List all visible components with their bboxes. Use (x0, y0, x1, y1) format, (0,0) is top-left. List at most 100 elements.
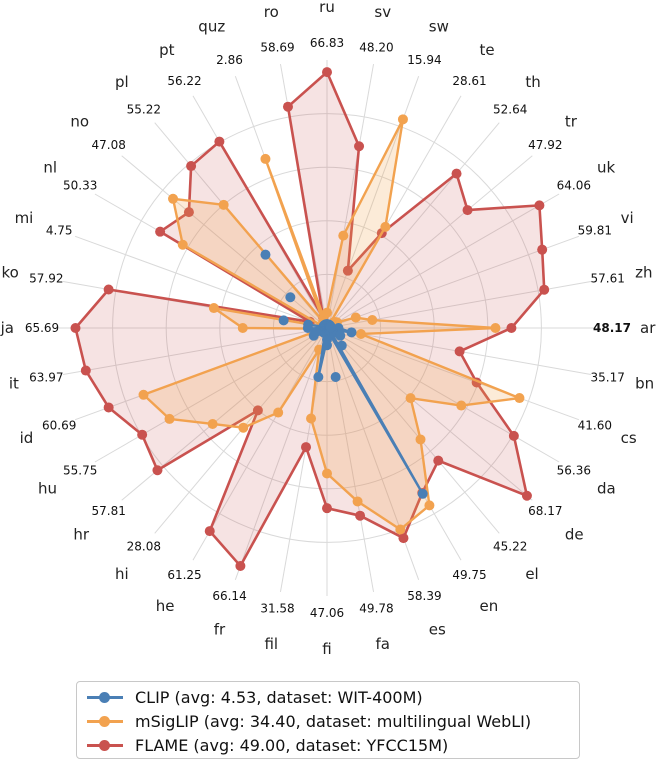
point-flame-uk (534, 200, 545, 211)
axis-label-ro: ro (264, 3, 279, 21)
point-flame-id (103, 402, 114, 413)
point-msiglip-no (168, 193, 179, 204)
value-label-te: 28.61 (452, 74, 486, 88)
point-msiglip-nl (177, 239, 188, 250)
point-flame-hi (252, 405, 263, 416)
point-flame-it (80, 365, 91, 376)
spoke-vi (326, 235, 580, 329)
point-msiglip-bn (355, 328, 366, 339)
point-msiglip-id (138, 389, 149, 400)
spoke-he (192, 327, 328, 561)
point-msiglip-te (380, 221, 391, 232)
value-label-no: 47.08 (91, 138, 125, 152)
axis-label-el: el (525, 565, 538, 583)
axis-label-no: no (70, 113, 89, 131)
point-msiglip-he (273, 407, 284, 418)
axis-label-fil: fil (264, 635, 278, 653)
axis-label-it: it (9, 375, 19, 393)
axis-label-da: da (597, 480, 616, 498)
value-label-da: 56.36 (557, 464, 591, 478)
axis-label-ko: ko (2, 263, 19, 281)
value-label-fil: 31.58 (260, 602, 294, 616)
axis-label-vi: vi (621, 209, 634, 227)
point-msiglip-da (456, 400, 467, 411)
axis-label-ar: ar (640, 319, 656, 337)
value-label-fi: 47.06 (310, 606, 344, 620)
value-label-th: 52.64 (493, 103, 527, 117)
axis-label-bn: bn (635, 375, 654, 393)
legend-swatch-clip (87, 690, 123, 704)
value-label-he: 61.25 (167, 568, 201, 582)
axis-label-mi: mi (15, 209, 34, 227)
spoke-th (326, 122, 500, 329)
axis-label-cs: cs (621, 429, 637, 447)
value-label-ru: 66.83 (310, 36, 344, 50)
point-clip-bn (346, 327, 357, 338)
point-clip-en (417, 488, 428, 499)
point-clip-zh (325, 322, 336, 333)
point-flame-fi (322, 503, 332, 514)
axis-label-uk: uk (597, 159, 616, 177)
value-label-bn: 35.17 (590, 370, 624, 384)
point-msiglip-el (415, 434, 426, 445)
legend-item-clip: CLIP (avg: 4.53, dataset: WIT-400M) (87, 685, 569, 709)
value-label-ja: 65.69 (25, 321, 59, 335)
value-label-cs: 41.60 (578, 418, 612, 432)
point-flame-fil (301, 442, 312, 453)
point-flame-ru (322, 67, 332, 78)
spoke-it (62, 327, 328, 376)
point-flame-he (204, 526, 215, 537)
point-clip-extra-3 (285, 292, 296, 303)
axis-label-sv: sv (374, 3, 391, 21)
spoke-de (326, 327, 533, 501)
legend-swatch-flame (87, 738, 123, 752)
legend-item-flame: FLAME (avg: 49.00, dataset: YFCC15M) (87, 733, 569, 757)
value-label-quz: 2.86 (216, 53, 243, 67)
point-flame-hu (137, 429, 148, 440)
value-label-vi: 59.81 (578, 224, 612, 238)
spoke-sv (326, 63, 375, 329)
value-label-sv: 48.20 (359, 40, 393, 54)
point-msiglip-ja (237, 323, 248, 333)
value-label-fa: 49.78 (359, 602, 393, 616)
legend-swatch-msiglip (87, 714, 123, 728)
point-msiglip-vi (350, 312, 361, 323)
point-flame-fa (355, 510, 366, 521)
axis-label-fa: fa (375, 635, 389, 653)
spoke-fa (326, 327, 375, 593)
point-flame-zh (539, 284, 550, 295)
axis-label-pl: pl (115, 73, 129, 91)
point-msiglip-hi (238, 422, 249, 433)
value-label-ko: 57.92 (29, 272, 63, 286)
axis-label-id: id (20, 429, 34, 447)
point-msiglip-fil (306, 413, 317, 424)
value-label-ro: 58.69 (260, 40, 294, 54)
point-flame-sw (342, 265, 353, 276)
axis-label-fr: fr (214, 621, 226, 639)
legend-label-clip: CLIP (avg: 4.53, dataset: WIT-400M) (135, 687, 423, 707)
axis-label-de: de (565, 525, 584, 543)
axis-label-tr: tr (565, 113, 578, 131)
point-flame-sv (354, 141, 365, 152)
spoke-mi (74, 235, 328, 329)
axis-label-hu: hu (38, 480, 57, 498)
value-label-pl: 55.22 (127, 103, 161, 117)
axis-label-sw: sw (429, 17, 449, 35)
point-flame-da (508, 430, 519, 441)
axis-label-he: he (156, 597, 175, 615)
point-msiglip-hr (207, 418, 218, 429)
point-flame-tr (462, 205, 473, 216)
point-flame-no (183, 207, 194, 218)
point-msiglip-fi (322, 468, 332, 479)
axis-label-pt: pt (159, 41, 175, 59)
axis-label-th: th (525, 73, 540, 91)
value-label-sw: 15.94 (407, 53, 441, 67)
value-label-hi: 28.08 (127, 539, 161, 553)
point-msiglip-es (395, 524, 406, 535)
point-flame-fr (235, 560, 246, 571)
axis-label-ja: ja (0, 319, 14, 337)
spoke-hu (94, 327, 328, 463)
axis-label-zh: zh (635, 263, 652, 281)
axis-label-ru: ru (319, 0, 335, 16)
